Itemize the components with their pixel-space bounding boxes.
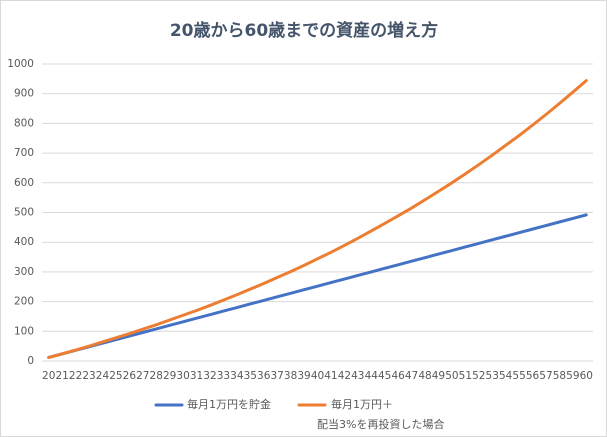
x-tick-label: 39 — [297, 370, 310, 382]
x-tick-label: 56 — [526, 370, 540, 382]
x-tick-label: 58 — [553, 370, 566, 382]
line-series — [47, 213, 588, 359]
x-tick-label: 43 — [351, 370, 364, 382]
x-tick-label: 60 — [580, 370, 593, 382]
y-tick-label: 900 — [14, 88, 34, 100]
x-tick-label: 47 — [405, 370, 418, 382]
x-tick-label: 36 — [257, 370, 271, 382]
x-tick-label: 51 — [459, 370, 472, 382]
x-tick-label: 24 — [96, 370, 110, 382]
y-tick-label: 0 — [27, 355, 34, 367]
x-tick-label: 29 — [163, 370, 176, 382]
x-tick-label: 41 — [324, 370, 337, 382]
x-tick-label: 31 — [190, 370, 203, 382]
y-tick-label: 500 — [14, 207, 34, 219]
x-tick-label: 54 — [499, 370, 513, 382]
x-tick-label: 21 — [55, 370, 68, 382]
line-series — [47, 79, 588, 359]
x-tick-label: 26 — [123, 370, 137, 382]
y-tick-label: 100 — [14, 325, 34, 337]
x-tick-label: 27 — [136, 370, 149, 382]
x-tick-label: 55 — [512, 370, 525, 382]
x-tick-label: 20 — [42, 370, 55, 382]
x-tick-label: 37 — [270, 370, 283, 382]
x-tick-label: 44 — [365, 370, 379, 382]
x-tick-label: 34 — [230, 370, 244, 382]
x-tick-label: 50 — [445, 370, 458, 382]
x-tick-label: 52 — [472, 370, 485, 382]
x-tick-label: 59 — [566, 370, 579, 382]
x-tick-label: 45 — [378, 370, 391, 382]
chart-title: 20歳から60歳までの資産の増え方 — [170, 20, 438, 41]
x-tick-label: 49 — [432, 370, 445, 382]
x-tick-label: 28 — [150, 370, 163, 382]
x-tick-label: 25 — [109, 370, 122, 382]
y-tick-label: 700 — [14, 147, 34, 159]
y-tick-label: 200 — [14, 296, 34, 308]
x-tick-label: 57 — [539, 370, 552, 382]
legend-label: 毎月1万円を貯金 — [187, 398, 271, 411]
x-tick-label: 32 — [203, 370, 216, 382]
y-tick-label: 400 — [14, 236, 34, 248]
x-tick-label: 53 — [486, 370, 499, 382]
x-tick-label: 42 — [338, 370, 351, 382]
x-tick-label: 48 — [418, 370, 431, 382]
x-tick-label: 33 — [217, 370, 230, 382]
x-tick-label: 22 — [69, 370, 82, 382]
y-tick-label: 800 — [14, 117, 34, 129]
y-tick-label: 300 — [14, 266, 34, 278]
x-tick-label: 35 — [244, 370, 257, 382]
x-tick-label: 38 — [284, 370, 297, 382]
x-tick-label: 40 — [311, 370, 324, 382]
x-tick-label: 30 — [176, 370, 189, 382]
y-tick-label: 600 — [14, 177, 34, 189]
x-tick-label: 46 — [391, 370, 405, 382]
x-tick-label: 23 — [82, 370, 95, 382]
y-tick-label: 1000 — [7, 58, 34, 70]
legend-label: 毎月1万円＋ 配当3%を再投資した場合 — [317, 398, 445, 431]
